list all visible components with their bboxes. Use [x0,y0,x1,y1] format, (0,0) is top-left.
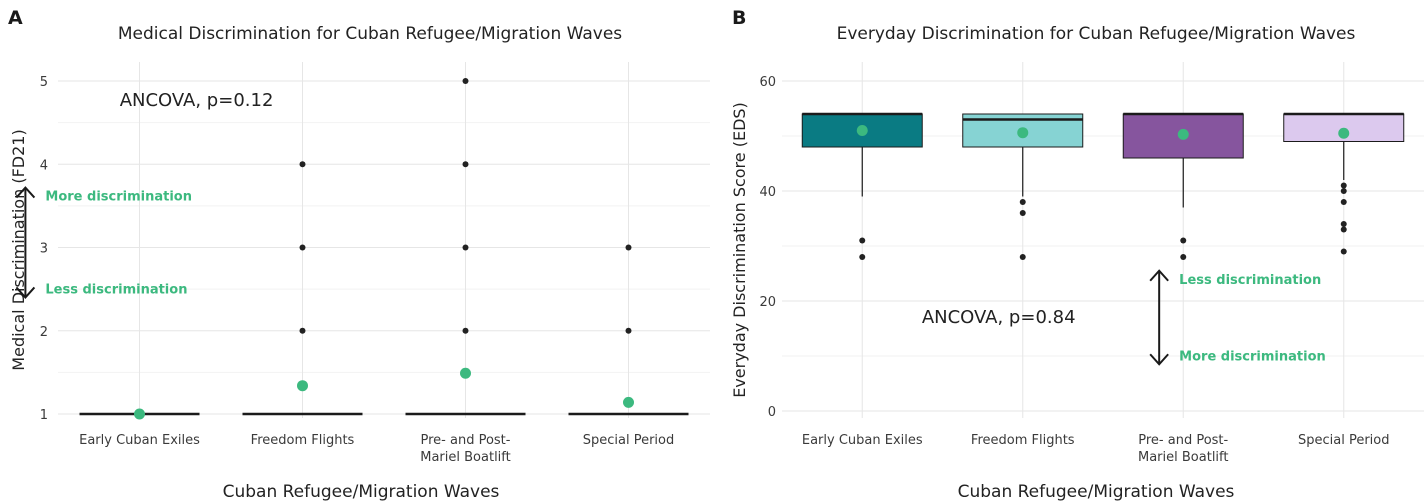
panel-b-mean-point [1017,127,1029,139]
panel-a-tag: A [8,7,23,29]
panel-a-outlier-point [299,161,306,168]
panel-a-x-tick-label: Special Period [583,433,675,448]
panel-a-x-tick-label: Freedom Flights [251,433,355,448]
panel-b-arrow-head-down [1149,353,1169,366]
panel-a-y-tick-label: 4 [40,158,48,173]
panel-a-outlier-point [462,244,469,251]
panel-b-outlier-point [1019,199,1026,205]
panel-b-y-tick-label: 20 [759,295,776,310]
panel-b-x-axis-label: Cuban Refugee/Migration Waves [958,482,1235,502]
panel-a-ancova-annotation: ANCOVA, p=0.12 [120,90,274,111]
panel-b-outlier-point [1019,254,1026,260]
panel-a-outlier-point [462,327,469,334]
panel-b-outlier-point [1019,210,1026,216]
panel-a-outlier-point [625,244,632,251]
panel-b-mean-point [856,125,868,136]
panel-a-y-tick-label: 1 [40,408,48,423]
panel-b-x-tick-label: Pre- and Post-Mariel Boatlift [1138,433,1229,465]
panel-a-outlier-point [462,161,469,168]
panel-b-outlier-point [1340,226,1347,233]
panel-b-outlier-point [1340,182,1347,189]
panel-a-arrow-bottom-label: Less discrimination [45,282,187,297]
panel-b-outlier-point [1340,199,1347,205]
panel-a-arrow-top-label: More discrimination [45,190,192,205]
panel-b-y-tick-label: 40 [759,185,776,200]
panel-b-y-tick-label: 60 [759,75,776,90]
panel-a-outlier-point [462,78,469,84]
panel-b-tag: B [732,7,746,29]
panel-a-mean-point [623,396,634,408]
panel-b-ancova-annotation: ANCOVA, p=0.84 [922,307,1076,328]
panel-b-mean-point [1177,128,1189,140]
panel-a-mean-point [297,380,308,392]
panel-a-mean-point [134,408,145,420]
panel-b-arrow-head-up [1149,269,1169,282]
panel-b-plot-area: 0 20 40 60 Early Cuban Exiles Freedom Flights… [759,62,1424,465]
panel-a-title: Medical Discrimination for Cuban Refugee… [118,24,622,44]
panel-a-y-tick-label: 5 [40,75,48,90]
panel-b-x-tick-label: Early Cuban Exiles [802,433,923,448]
panel-a-y-tick-label: 2 [40,325,48,340]
panel-a-outlier-point [299,327,306,334]
panel-a-outlier-point [625,327,632,334]
panel-b-y-axis-label: Everyday Discrimination Score (EDS) [730,102,749,398]
panel-a-arrow-head-down [15,286,36,299]
panel-b-outlier-point [1180,237,1187,244]
panel-b-mean-point [1338,127,1350,139]
panel-b-outlier-point [859,254,866,260]
panel-b-x-tick-label: Special Period [1298,433,1390,448]
panel-b-outlier-point [1340,221,1347,227]
panel-b-x-tick-label: Freedom Flights [971,433,1075,448]
panel-a-arrow-head-up [15,186,36,199]
panel-b-arrow-top-label: Less discrimination [1179,273,1321,288]
panel-a-mean-point [460,367,471,379]
panel-a-x-tick-label: Pre- and Post-Mariel Boatlift [420,433,511,465]
panel-a-y-tick-label: 3 [40,242,48,257]
panel-a-x-tick-label: Early Cuban Exiles [79,433,200,448]
panel-b-outlier-point [1340,248,1347,255]
panel-b-title: Everyday Discrimination for Cuban Refuge… [837,24,1356,44]
panel-b-arrow-bottom-label: More discrimination [1179,349,1326,364]
panel-a-x-axis-label: Cuban Refugee/Migration Waves [223,482,500,502]
panel-b-outlier-point [1340,188,1347,194]
panel-b-outlier-point [1180,254,1187,260]
panel-a-outlier-point [299,244,306,251]
panel-b-outlier-point [859,237,866,244]
panel-a-plot-area: 1 2 3 4 5 Early Cuban Exiles Freedom Flights Pr… [15,62,710,465]
panel-b-y-tick-label: 0 [768,405,776,420]
